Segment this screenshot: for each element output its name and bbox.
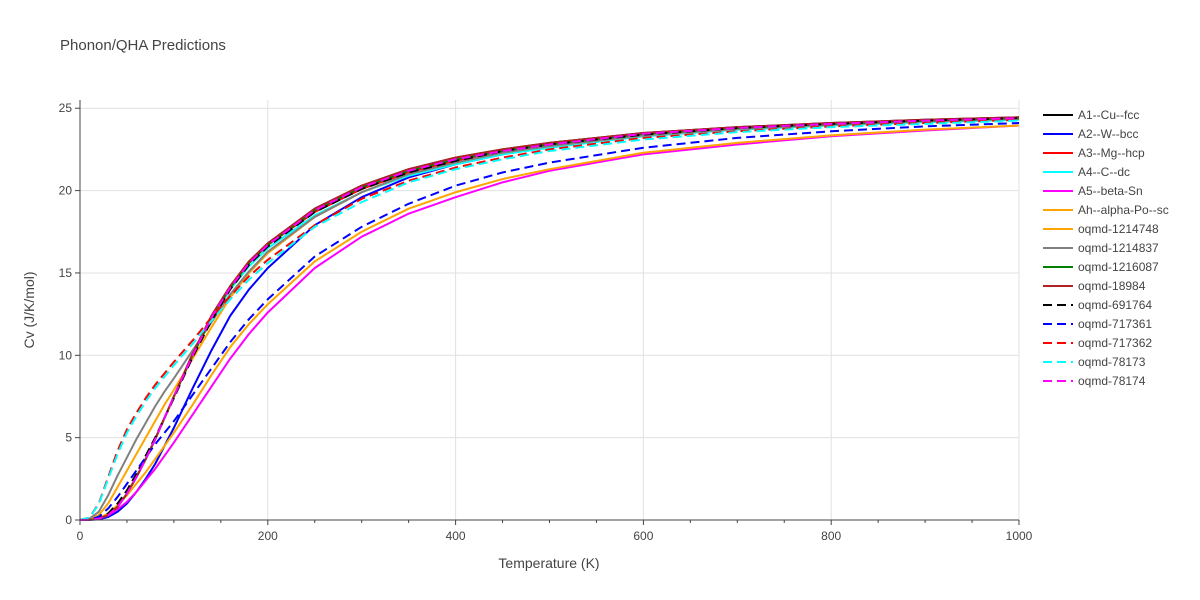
series-line-A4--C--dc xyxy=(79,118,1020,521)
legend-item-A1--Cu--fcc[interactable]: A1--Cu--fcc xyxy=(1043,108,1139,122)
x-tick-label: 200 xyxy=(258,529,278,543)
series-line-Ah--alpha-Po--sc xyxy=(79,124,1020,521)
y-tick-label: 15 xyxy=(59,266,73,280)
legend[interactable]: A1--Cu--fcc A2--W--bcc A3--Mg--hcp A4--C--d… xyxy=(1043,108,1169,388)
legend-label: A3--Mg--hcp xyxy=(1078,146,1145,160)
legend-label: oqmd-18984 xyxy=(1078,279,1146,293)
x-axis-title: Temperature (K) xyxy=(498,555,599,571)
x-tick-label: 1000 xyxy=(1006,529,1033,543)
legend-label: Ah--alpha-Po--sc xyxy=(1078,203,1169,217)
legend-label: A2--W--bcc xyxy=(1078,127,1138,141)
legend-label: oqmd-78173 xyxy=(1078,355,1146,369)
legend-item-Ah--alpha-Po--sc[interactable]: Ah--alpha-Po--sc xyxy=(1043,203,1169,217)
x-tick-label: 600 xyxy=(633,529,653,543)
series-line-oqmd-1214837 xyxy=(79,117,1020,521)
legend-label: oqmd-717361 xyxy=(1078,317,1152,331)
x-tick-label: 800 xyxy=(821,529,841,543)
legend-item-oqmd-78173[interactable]: oqmd-78173 xyxy=(1043,355,1146,369)
legend-item-oqmd-1214837[interactable]: oqmd-1214837 xyxy=(1043,241,1159,255)
grid xyxy=(80,100,1020,520)
legend-label: oqmd-691764 xyxy=(1078,298,1152,312)
series-line-oqmd-78174 xyxy=(79,117,1020,521)
legend-label: oqmd-1214748 xyxy=(1078,222,1159,236)
x-tick-label: 400 xyxy=(446,529,466,543)
y-tick-label: 5 xyxy=(65,431,72,445)
series-layer xyxy=(79,116,1020,521)
legend-label: A4--C--dc xyxy=(1078,165,1130,179)
series-line-oqmd-18984 xyxy=(79,116,1020,521)
series-line-A2--W--bcc xyxy=(79,117,1020,521)
chart-title: Phonon/QHA Predictions xyxy=(60,37,226,54)
y-tick-label: 10 xyxy=(59,348,73,362)
legend-label: oqmd-1216087 xyxy=(1078,260,1159,274)
legend-label: oqmd-717362 xyxy=(1078,336,1152,350)
series-line-A1--Cu--fcc xyxy=(79,116,1020,521)
y-tick-label: 20 xyxy=(59,184,73,198)
legend-label: A1--Cu--fcc xyxy=(1078,108,1139,122)
axes: 0 200 400 600 800 1000 0 5 10 15 20 25 xyxy=(59,100,1033,543)
series-line-oqmd-717361 xyxy=(79,122,1020,521)
legend-item-oqmd-78174[interactable]: oqmd-78174 xyxy=(1043,374,1146,388)
legend-item-A3--Mg--hcp[interactable]: A3--Mg--hcp xyxy=(1043,146,1145,160)
legend-item-A2--W--bcc[interactable]: A2--W--bcc xyxy=(1043,127,1138,141)
series-line-oqmd-1214748 xyxy=(79,117,1020,521)
series-line-A5--beta-Sn xyxy=(79,124,1020,521)
y-axis-title: Cv (J/K/mol) xyxy=(21,272,37,349)
x-tick-label: 0 xyxy=(77,529,84,543)
legend-item-oqmd-717361[interactable]: oqmd-717361 xyxy=(1043,317,1152,331)
legend-label: A5--beta-Sn xyxy=(1078,184,1143,198)
y-tick-label: 0 xyxy=(65,513,72,527)
legend-label: oqmd-78174 xyxy=(1078,374,1146,388)
series-line-A3--Mg--hcp xyxy=(79,117,1020,521)
legend-item-oqmd-18984[interactable]: oqmd-18984 xyxy=(1043,279,1146,293)
series-line-oqmd-717362 xyxy=(79,118,1020,521)
legend-item-A4--C--dc[interactable]: A4--C--dc xyxy=(1043,165,1130,179)
y-tick-label: 25 xyxy=(59,101,73,115)
legend-item-oqmd-1216087[interactable]: oqmd-1216087 xyxy=(1043,260,1159,274)
legend-item-oqmd-717362[interactable]: oqmd-717362 xyxy=(1043,336,1152,350)
series-line-oqmd-691764 xyxy=(79,117,1020,521)
series-line-oqmd-1216087 xyxy=(79,117,1020,521)
legend-item-A5--beta-Sn[interactable]: A5--beta-Sn xyxy=(1043,184,1143,198)
series-line-oqmd-78173 xyxy=(79,119,1020,521)
legend-item-oqmd-691764[interactable]: oqmd-691764 xyxy=(1043,298,1152,312)
legend-item-oqmd-1214748[interactable]: oqmd-1214748 xyxy=(1043,222,1159,236)
legend-label: oqmd-1214837 xyxy=(1078,241,1159,255)
